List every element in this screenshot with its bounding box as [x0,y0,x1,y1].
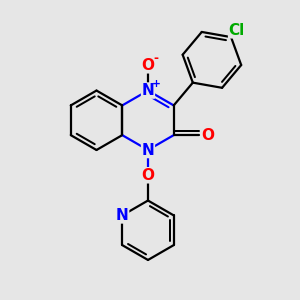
Text: N: N [142,142,154,158]
Text: O: O [142,58,154,73]
Text: N: N [116,208,129,223]
Text: O: O [142,168,154,183]
Text: Cl: Cl [229,23,245,38]
Text: N: N [142,83,154,98]
Text: +: + [152,79,161,89]
Text: -: - [154,52,159,65]
Text: O: O [201,128,214,142]
